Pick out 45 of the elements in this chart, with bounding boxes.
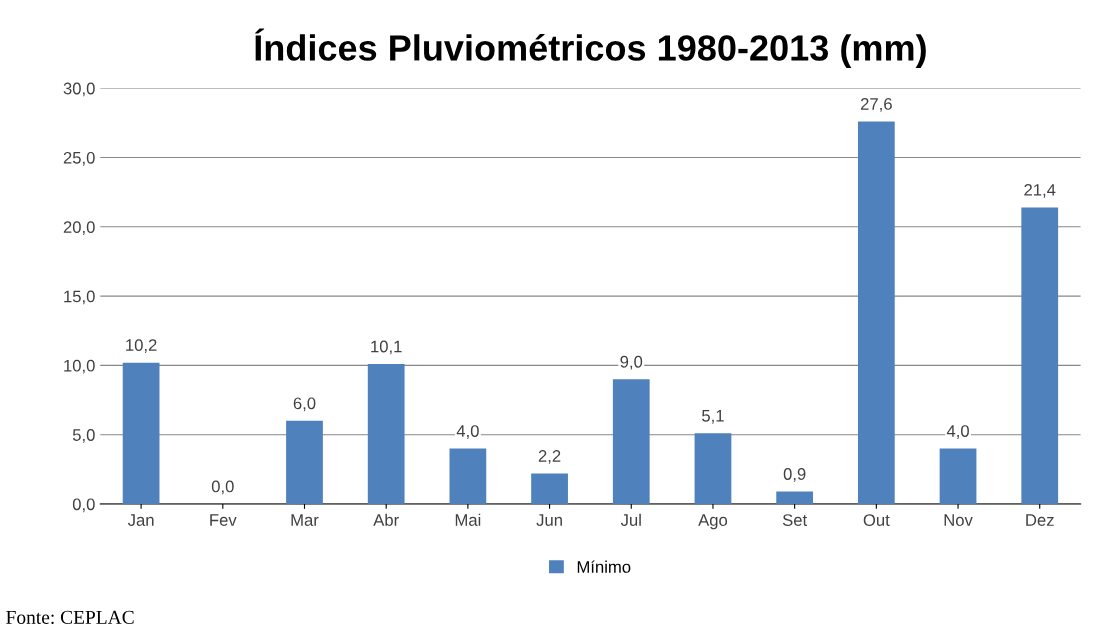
x-tick-label: Ago (698, 514, 728, 530)
bar (857, 121, 895, 504)
bar (776, 491, 814, 504)
bar (449, 448, 487, 504)
data-label: 27,6 (860, 98, 892, 112)
data-label: 6,0 (293, 397, 316, 412)
data-label: 9,0 (620, 355, 643, 370)
data-label: 10,2 (126, 339, 157, 353)
data-label: 0,9 (783, 468, 806, 482)
bar (367, 364, 405, 504)
x-tick-label: Dez (1026, 514, 1054, 526)
x-tick-label: Mar (291, 514, 319, 526)
y-tick-label: 15,0 (64, 290, 95, 305)
bar (694, 433, 732, 504)
bar (531, 473, 568, 504)
data-label: 4,0 (946, 425, 969, 439)
bar (1021, 207, 1059, 504)
y-tick-label: 25,0 (63, 151, 95, 166)
x-tick-label: Set (782, 514, 808, 526)
y-tick-label: 30,0 (63, 82, 95, 97)
y-tick-label: 0,0 (72, 498, 95, 513)
legend-label: Mínimo (577, 560, 631, 573)
x-tick-label: Jun (536, 514, 562, 526)
x-tick-label: Mai (455, 513, 481, 526)
x-tick-label: Jan (127, 514, 154, 526)
data-label: 5,1 (702, 410, 724, 424)
data-label: 4,0 (456, 425, 479, 439)
x-tick-label: Nov (944, 514, 973, 526)
chart-title: Índices Pluviométricos 1980-2013 (mm) (255, 28, 926, 68)
bar (939, 448, 977, 504)
data-label: 10,1 (371, 340, 402, 355)
y-tick-label: 10,0 (64, 359, 95, 374)
data-label: 0,0 (211, 480, 234, 495)
x-tick-label: Jul (620, 513, 641, 526)
source-note: Fonte: CEPLAC (6, 610, 134, 624)
x-tick-label: Abr (373, 513, 399, 526)
bar (612, 379, 650, 504)
data-label: 21,4 (1024, 183, 1056, 198)
y-tick-label: 20,0 (63, 221, 95, 235)
x-tick-label: Fev (210, 514, 237, 526)
x-tick-label: Out (863, 514, 890, 526)
data-label: 2,2 (538, 450, 561, 464)
y-tick-label: 5,0 (72, 429, 95, 443)
bar (122, 362, 160, 504)
bar (286, 420, 323, 504)
